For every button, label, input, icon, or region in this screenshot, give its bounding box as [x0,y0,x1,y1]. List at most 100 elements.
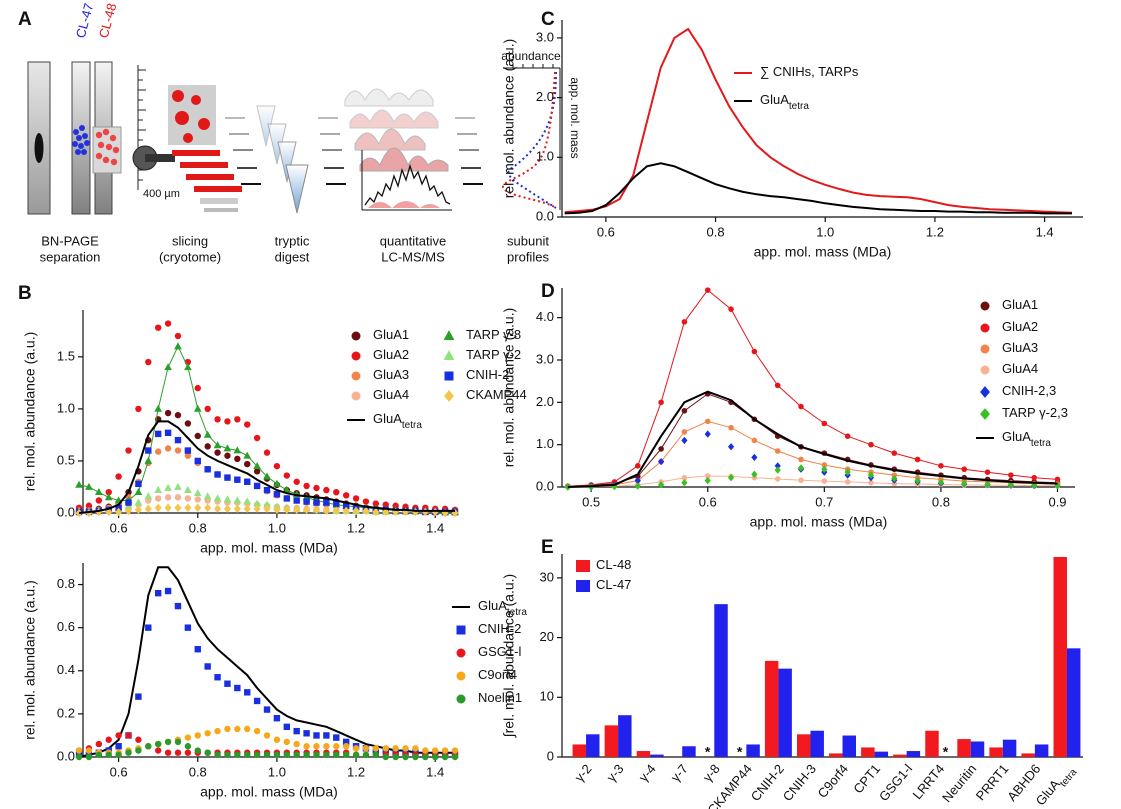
data-point [115,473,122,480]
y-tick-label: 0.0 [57,504,75,519]
legend-name: C9orf4 [478,667,517,682]
y-tick-label: 3.0 [536,29,554,44]
bar [1034,744,1049,757]
y-tick-label: 0.4 [57,662,75,677]
data-point [751,453,758,462]
data-point [154,404,163,412]
bar [970,741,985,757]
series-line [567,289,1058,487]
data-point [134,505,142,515]
step-label: subunit [507,233,549,248]
data-point [362,506,370,516]
data-point [194,503,202,512]
data-point [303,751,310,759]
data-point [283,495,291,502]
legend-label: C9orf4 [478,667,517,682]
data-point [263,486,271,494]
data-point [214,751,221,759]
bar [1053,556,1067,757]
legend-label: CNIH-2 [466,367,509,382]
legend-label: GluAtetra [760,92,809,112]
x-tick-label: PRRT1 [973,761,1012,803]
data-point [293,478,300,485]
step-label: LC-MS/MS [381,249,445,264]
x-tick-label: γ-3 [604,761,627,784]
x-tick-label: γ-4 [636,761,659,784]
data-point [115,743,122,750]
red-dots [95,128,120,166]
data-point [283,738,291,746]
data-point [432,753,439,761]
x-tick-label: C9orf4 [815,761,852,801]
bar [1021,753,1035,757]
bar [893,754,907,757]
series-line [567,393,1058,487]
data-point [283,472,291,479]
data-point [105,488,112,496]
x-tick-label: 0.5 [582,494,600,509]
data-point [774,448,781,454]
bar [1002,739,1017,757]
bar [925,730,939,757]
data-point [751,470,758,478]
data-point [704,418,711,425]
legend-swatch [456,671,466,681]
data-point [204,503,212,512]
data-point [234,751,241,759]
legend-swatch [443,350,455,361]
data-point [727,474,735,482]
data-point [774,462,781,470]
data-point [115,732,122,739]
x-tick-label: 0.6 [110,764,128,779]
data-point [253,461,261,470]
data-point [154,495,162,502]
y-axis-label: rel. mol. abundance (a.u.) [22,332,38,492]
data-point [224,680,231,687]
legend-name: GSG1-l [478,644,521,659]
data-point [751,348,758,355]
step-label: quantitative [380,233,447,248]
data-point [451,747,459,754]
x-tick-label: γ-2 [572,761,595,784]
data-point [75,480,83,488]
data-point [204,730,211,737]
legend-name: TARP γ-2 [466,347,521,362]
data-point [728,424,734,431]
legend-swatch [980,408,990,420]
legend-swatch [576,560,590,572]
legend-name: GluA2 [373,347,409,362]
data-point [134,498,143,506]
ruler-ticks [138,69,146,181]
data-point [402,745,409,752]
data-point [154,324,162,331]
data-point [1008,472,1014,478]
data-point [868,479,874,486]
data-point [244,421,251,428]
data-point [412,753,419,761]
data-point [432,747,439,754]
data-point [382,753,389,761]
y-tick-label: 3.0 [536,351,554,366]
legend-subscript: tetra [402,420,422,431]
data-point [95,751,103,759]
y-tick-label: 0.0 [536,208,554,223]
data-point [372,500,380,507]
legend-swatch [576,580,590,592]
legend-name: GluA3 [373,367,409,382]
legend-subscript: tetra [789,101,809,112]
data-point [844,433,851,439]
x-tick-label: 0.8 [932,494,950,509]
data-point [342,751,350,759]
legend-label: ∑ CNIHs, TARPs [760,64,859,79]
x-tick-label: 0.9 [1048,494,1066,509]
data-point [214,504,222,513]
data-point [352,495,360,502]
data-point [125,447,132,454]
lane-label: CL-47 [73,2,97,40]
y-tick-label: 4.0 [536,309,554,324]
data-point [184,749,192,756]
legend-name: GluA4 [373,387,409,402]
data-point [891,474,898,483]
data-point [184,363,192,371]
lane-label: CL-48 [96,2,120,40]
